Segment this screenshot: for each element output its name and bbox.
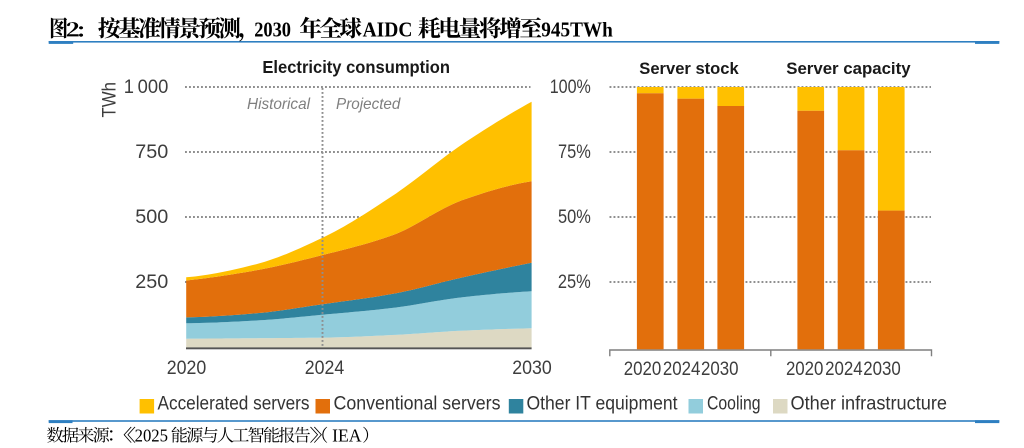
- svg-text:2024: 2024: [305, 357, 345, 379]
- svg-text:500: 500: [135, 206, 168, 228]
- svg-text:IEA: IEA: [332, 425, 362, 445]
- svg-text:100%: 100%: [550, 76, 591, 98]
- svg-text:2030: 2030: [863, 358, 901, 380]
- svg-text:Cooling: Cooling: [707, 394, 761, 415]
- svg-text:2030: 2030: [254, 18, 291, 42]
- svg-text:50%: 50%: [558, 206, 591, 228]
- svg-text:25%: 25%: [558, 271, 591, 293]
- svg-text:Other infrastructure: Other infrastructure: [791, 394, 948, 415]
- svg-text:2020: 2020: [624, 358, 662, 380]
- svg-text:75%: 75%: [558, 141, 591, 163]
- svg-text:2030: 2030: [701, 358, 739, 380]
- svg-text:AIDC: AIDC: [363, 18, 413, 42]
- svg-text:Projected: Projected: [336, 96, 401, 113]
- svg-text:Electricity consumption: Electricity consumption: [262, 57, 450, 77]
- svg-text:Accelerated servers: Accelerated servers: [158, 394, 310, 415]
- svg-text:Server capacity: Server capacity: [786, 59, 911, 78]
- svg-text:2020: 2020: [167, 357, 207, 379]
- svg-text:2030: 2030: [512, 357, 552, 379]
- svg-text:2025: 2025: [135, 425, 169, 445]
- svg-text:2024: 2024: [663, 358, 701, 380]
- svg-text:Historical: Historical: [247, 96, 310, 113]
- svg-text:2020: 2020: [786, 358, 824, 380]
- svg-text:Conventional servers: Conventional servers: [334, 394, 501, 415]
- svg-text:750: 750: [135, 141, 168, 163]
- svg-text:2024: 2024: [825, 358, 863, 380]
- svg-text:TWh: TWh: [100, 82, 121, 118]
- svg-text:1 000: 1 000: [124, 76, 169, 98]
- svg-text:250: 250: [135, 271, 168, 293]
- svg-text:Other IT equipment: Other IT equipment: [527, 394, 679, 415]
- svg-text:Server stock: Server stock: [639, 59, 739, 78]
- svg-text:945TWh: 945TWh: [541, 18, 613, 42]
